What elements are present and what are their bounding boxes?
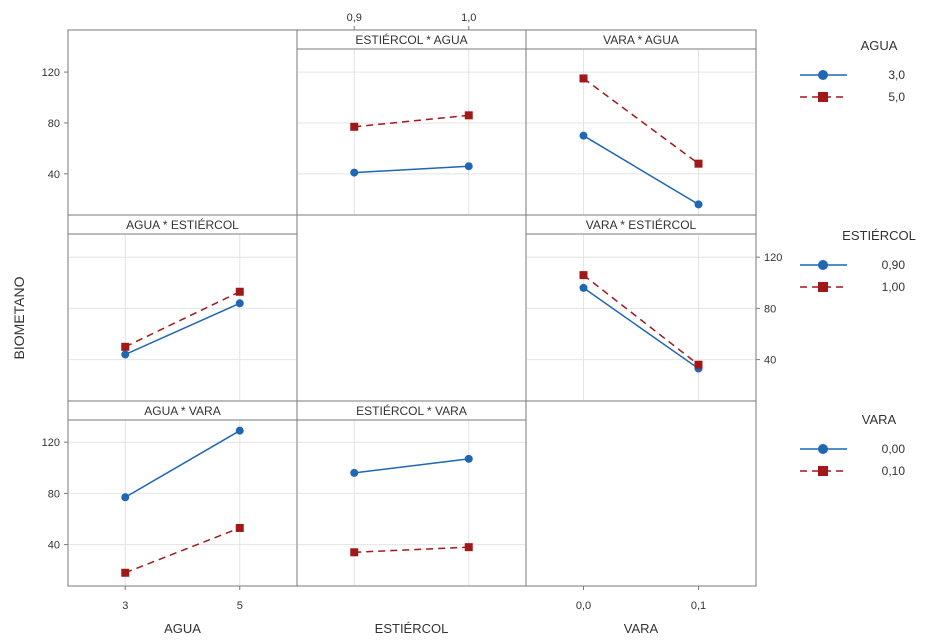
y-tick-label: 40 xyxy=(48,540,60,552)
x-tick-label-bottom: 0,0 xyxy=(576,600,591,612)
x-axis-label: ESTIÉRCOL xyxy=(375,621,449,636)
series-line xyxy=(124,291,241,348)
legend-item-label: 3,0 xyxy=(888,68,905,82)
x-axis-label: AGUA xyxy=(164,621,201,636)
series-line xyxy=(583,287,699,370)
y-tick-label: 80 xyxy=(48,488,60,500)
data-point-circle xyxy=(121,493,130,502)
legend-item-label: 5,0 xyxy=(888,90,905,104)
x-tick-label-bottom: 5 xyxy=(237,600,243,612)
panel-title: AGUA * VARA xyxy=(144,404,220,418)
data-point-square xyxy=(121,568,130,577)
legend-item-label: 1,00 xyxy=(882,280,906,294)
axes: 0,9 1,0 40 80 120 40 80 120 40 80 120 3 5 0,0 0,1 AGUA E… xyxy=(42,12,783,636)
legend-marker-circle xyxy=(818,260,828,270)
panel-title: ESTIÉRCOL * AGUA xyxy=(355,32,467,47)
series-line xyxy=(124,527,241,574)
series-line xyxy=(583,135,699,206)
panel-strip xyxy=(525,214,757,235)
series-line xyxy=(354,165,469,174)
panel-strip xyxy=(296,400,527,421)
legend-marker-square xyxy=(818,282,828,292)
legend-title: ESTIÉRCOL xyxy=(842,228,916,243)
legend-item-label: 0,90 xyxy=(882,258,906,272)
data-point-circle xyxy=(121,350,130,359)
series-line xyxy=(354,458,469,474)
series-line xyxy=(124,430,241,498)
x-tick-label-bottom: 3 xyxy=(122,600,128,612)
data-point-square xyxy=(235,523,244,532)
panel-frame xyxy=(296,214,527,402)
panel-title: ESTIÉRCOL * VARA xyxy=(356,403,467,418)
panel-title: VARA * ESTIÉRCOL xyxy=(586,217,697,232)
data-point-square xyxy=(464,111,473,120)
series-line xyxy=(583,274,699,366)
y-tick-label: 80 xyxy=(48,118,60,130)
legend-title: AGUA xyxy=(861,38,898,53)
data-point-circle xyxy=(579,283,588,292)
legend-marker-circle xyxy=(818,70,828,80)
panel-frame xyxy=(525,400,757,587)
y-tick-label: 120 xyxy=(42,67,60,79)
y-tick-label: 120 xyxy=(764,252,782,264)
data-point-circle xyxy=(579,131,588,140)
series-line xyxy=(124,302,241,356)
panel-title: AGUA * ESTIÉRCOL xyxy=(126,217,239,232)
y-axis-label: BIOMETANO xyxy=(11,276,27,359)
legend-marker-circle xyxy=(818,444,828,454)
x-axis-label: VARA xyxy=(624,621,659,636)
panel-strip xyxy=(525,29,757,50)
data-point-square xyxy=(121,342,130,351)
x-tick-label-top: 1,0 xyxy=(461,12,476,24)
panel-frame xyxy=(67,29,298,216)
legend-marker-square xyxy=(818,92,828,102)
data-point-circle xyxy=(464,454,473,463)
legends: AGUA 3,0 5,0 ESTIÉRCOL 0,90 1,00 VARA 0,00 0,10 xyxy=(800,38,916,478)
x-tick-label-bottom: 0,1 xyxy=(691,600,706,612)
data-point-square xyxy=(350,548,359,557)
data-point-square xyxy=(579,271,588,280)
legend-marker-square xyxy=(818,466,828,476)
data-point-square xyxy=(579,74,588,83)
y-tick-label: 80 xyxy=(764,303,776,315)
data-point-circle xyxy=(464,162,473,171)
y-tick-label: 120 xyxy=(42,437,60,449)
data-point-square xyxy=(464,543,473,552)
legend-item-label: 0,10 xyxy=(882,464,906,478)
panels: ESTIÉRCOL * AGUA VARA * AGUA AGUA * ESTIÉR… xyxy=(67,29,757,587)
legend-item-label: 0,00 xyxy=(882,442,906,456)
data-point-circle xyxy=(350,168,359,177)
data-point-circle xyxy=(235,299,244,308)
panel-title: VARA * AGUA xyxy=(603,33,679,47)
legend-title: VARA xyxy=(862,412,897,427)
data-point-square xyxy=(350,122,359,131)
y-tick-label: 40 xyxy=(48,169,60,181)
panel-strip xyxy=(67,214,298,235)
data-point-square xyxy=(235,287,244,296)
data-point-circle xyxy=(350,468,359,477)
y-tick-label: 40 xyxy=(764,355,776,367)
data-point-square xyxy=(694,159,703,168)
x-tick-label-top: 0,9 xyxy=(347,12,362,24)
data-point-square xyxy=(694,360,703,369)
data-point-circle xyxy=(235,426,244,435)
data-point-circle xyxy=(694,200,703,209)
